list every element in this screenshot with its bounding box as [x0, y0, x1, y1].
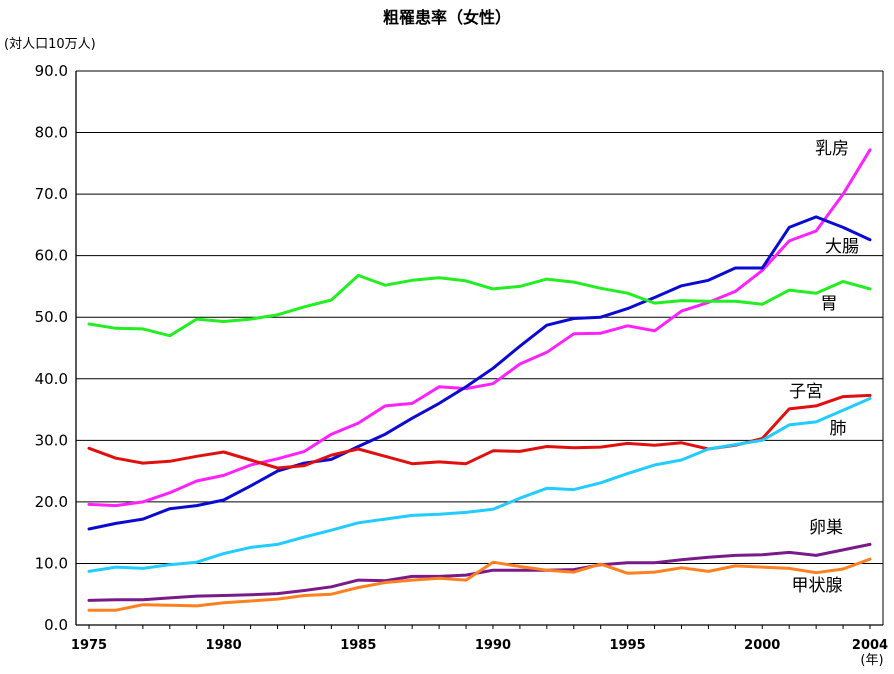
- x-tick-label: 1990: [475, 638, 511, 653]
- series-label-4: 肺: [830, 419, 847, 439]
- x-tick-label: 2004: [852, 638, 888, 653]
- x-axis-unit-label: (年): [860, 653, 883, 668]
- x-tick-label: 2000: [744, 638, 780, 653]
- y-tick-label: 70.0: [35, 185, 68, 203]
- y-tick-label: 0.0: [44, 616, 68, 634]
- x-tick-label: 1985: [340, 638, 376, 653]
- x-tick-label: 1975: [71, 638, 107, 653]
- y-tick-label: 50.0: [35, 308, 68, 326]
- series-label-5: 卵巣: [809, 518, 843, 538]
- x-tick-label: 1980: [206, 638, 242, 653]
- y-tick-label: 20.0: [35, 493, 68, 511]
- chart-title: 粗罹患率（女性）: [383, 8, 511, 27]
- series-line-0: [87, 148, 872, 508]
- series-line-4: [87, 397, 872, 573]
- x-tick-label: 1995: [610, 638, 646, 653]
- grid-layer: [76, 70, 883, 564]
- series-label-2: 胃: [821, 294, 838, 314]
- series-label-1: 大腸: [825, 237, 859, 257]
- series-line-6: [87, 557, 872, 612]
- series-label-0: 乳房: [815, 139, 849, 159]
- y-tick-label: 30.0: [35, 431, 68, 449]
- series-label-3: 子宮: [789, 382, 823, 402]
- y-axis-unit-label: (対人口10万人): [4, 37, 96, 52]
- series-line-1: [87, 215, 872, 531]
- series-line-3: [87, 393, 872, 470]
- y-tick-label: 90.0: [35, 62, 68, 80]
- series-label-6: 甲状腺: [792, 576, 843, 596]
- y-tick-label: 60.0: [35, 247, 68, 265]
- y-tick-label: 40.0: [35, 370, 68, 388]
- y-tick-label: 10.0: [35, 554, 68, 572]
- y-tick-label: 80.0: [35, 124, 68, 142]
- axis-layer: 0.0 10.0 20.0 30.0 40.0 50.0 60.0 70.0 80.0 90.0 1…: [35, 62, 889, 653]
- series-layer: [87, 148, 872, 612]
- series-line-2: [87, 273, 872, 338]
